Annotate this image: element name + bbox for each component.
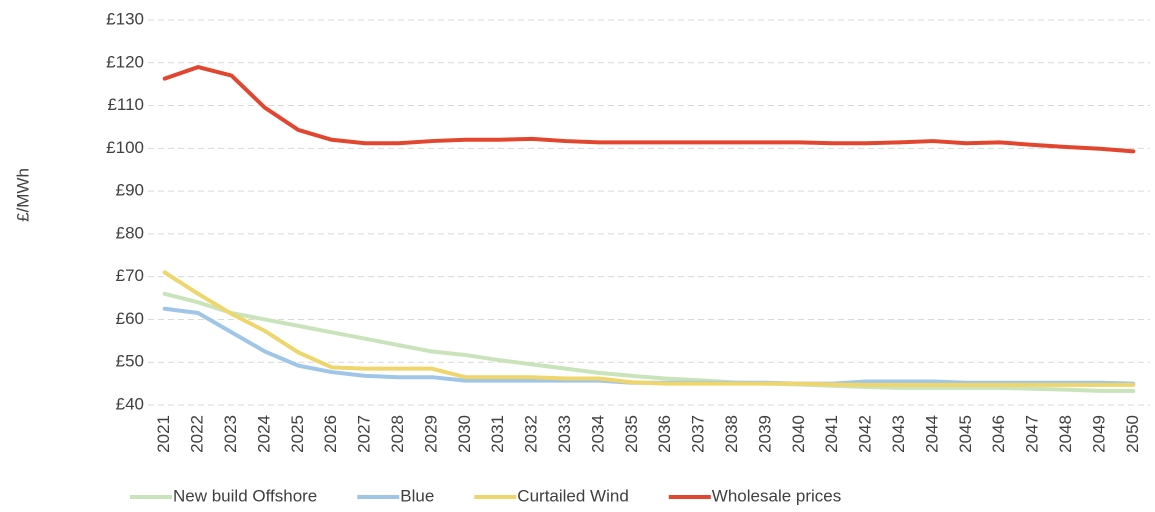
x-tick-label: 2045: [956, 415, 975, 453]
x-tick-label: 2033: [555, 415, 574, 453]
x-tick-label: 2028: [388, 415, 407, 453]
x-tick-label: 2042: [856, 415, 875, 453]
y-tick-label: £60: [116, 309, 144, 328]
x-tick-label: 2027: [355, 415, 374, 453]
x-tick-label: 2025: [288, 415, 307, 453]
x-tick-label: 2035: [622, 415, 641, 453]
x-tick-label: 2036: [655, 415, 674, 453]
legend-label: Blue: [400, 486, 434, 505]
series-line: [162, 291, 1136, 393]
x-tick-label: 2037: [689, 415, 708, 453]
x-tick-label: 2021: [154, 415, 173, 453]
x-tick-label: 2044: [922, 415, 941, 453]
y-tick-label: £80: [116, 223, 144, 242]
series-line: [162, 65, 1136, 154]
legend-label: New build Offshore: [173, 486, 317, 505]
y-axis-label: £/MWh: [13, 168, 32, 222]
x-tick-label: 2034: [588, 415, 607, 453]
y-tick-label: £130: [106, 9, 144, 28]
x-tick-label: 2032: [522, 415, 541, 453]
y-tick-label: £100: [106, 138, 144, 157]
x-tick-label: 2031: [488, 415, 507, 453]
legend-label: Curtailed Wind: [517, 486, 629, 505]
x-tick-label: 2041: [822, 415, 841, 453]
x-tick-label: 2024: [254, 415, 273, 453]
x-tick-label: 2047: [1023, 415, 1042, 453]
y-tick-label: £50: [116, 352, 144, 371]
y-tick-label: £110: [107, 95, 144, 114]
x-tick-label: 2030: [455, 415, 474, 453]
x-tick-label: 2049: [1089, 415, 1108, 453]
x-tick-label: 2043: [889, 415, 908, 453]
x-tick-label: 2029: [421, 415, 440, 453]
y-tick-label: £40: [116, 394, 144, 413]
x-tick-label: 2026: [321, 415, 340, 453]
series-line: [162, 270, 1136, 387]
y-tick-label: £90: [116, 181, 144, 200]
y-tick-label: £120: [106, 52, 144, 71]
x-tick-label: 2046: [989, 415, 1008, 453]
x-tick-label: 2048: [1056, 415, 1075, 453]
x-tick-label: 2050: [1123, 415, 1142, 453]
series-line: [162, 306, 1136, 386]
x-tick-label: 2040: [789, 415, 808, 453]
y-tick-label: £70: [116, 266, 144, 285]
x-tick-label: 2023: [221, 415, 240, 453]
x-tick-label: 2039: [755, 415, 774, 453]
x-tick-label: 2022: [188, 415, 207, 453]
legend-label: Wholesale prices: [712, 486, 841, 505]
x-tick-label: 2038: [722, 415, 741, 453]
